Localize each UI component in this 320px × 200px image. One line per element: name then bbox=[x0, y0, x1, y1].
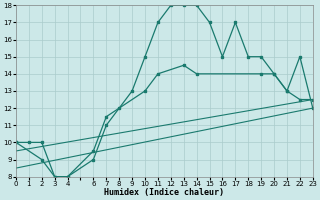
X-axis label: Humidex (Indice chaleur): Humidex (Indice chaleur) bbox=[104, 188, 224, 197]
